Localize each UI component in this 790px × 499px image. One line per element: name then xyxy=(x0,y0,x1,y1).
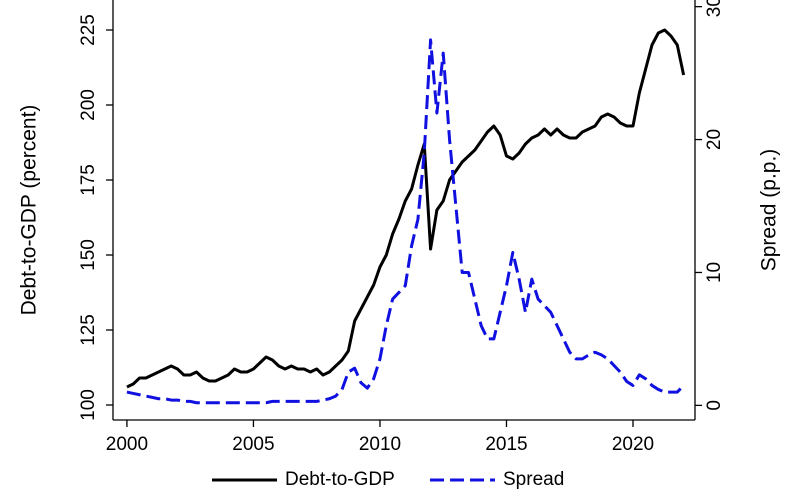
y2-tick-label: 10 xyxy=(704,262,725,283)
x-tick-label: 2005 xyxy=(232,434,274,455)
x-tick-label: 2010 xyxy=(359,434,401,455)
x-tick-label: 2020 xyxy=(612,434,654,455)
y-tick-label: 125 xyxy=(78,314,99,346)
y-axis-title: Debt-to-GDP (percent) xyxy=(18,105,41,316)
x-tick-label: 2015 xyxy=(485,434,527,455)
y-tick-label: 100 xyxy=(78,389,99,421)
y-tick-label: 175 xyxy=(78,164,99,196)
y2-tick-label: 30 xyxy=(704,0,725,17)
y2-tick-label: 20 xyxy=(704,129,725,150)
legend-label: Debt-to-GDP xyxy=(285,469,395,490)
y2-axis-title: Spread (p.p.) xyxy=(758,149,781,272)
x-tick-label: 2000 xyxy=(106,434,148,455)
y-tick-label: 150 xyxy=(78,239,99,271)
y2-tick-label: 0 xyxy=(704,400,725,411)
y-tick-label: 225 xyxy=(78,14,99,46)
line-series xyxy=(126,28,686,389)
line-series xyxy=(126,38,685,405)
y-tick-label: 200 xyxy=(78,89,99,121)
legend-label: Spread xyxy=(503,469,564,490)
